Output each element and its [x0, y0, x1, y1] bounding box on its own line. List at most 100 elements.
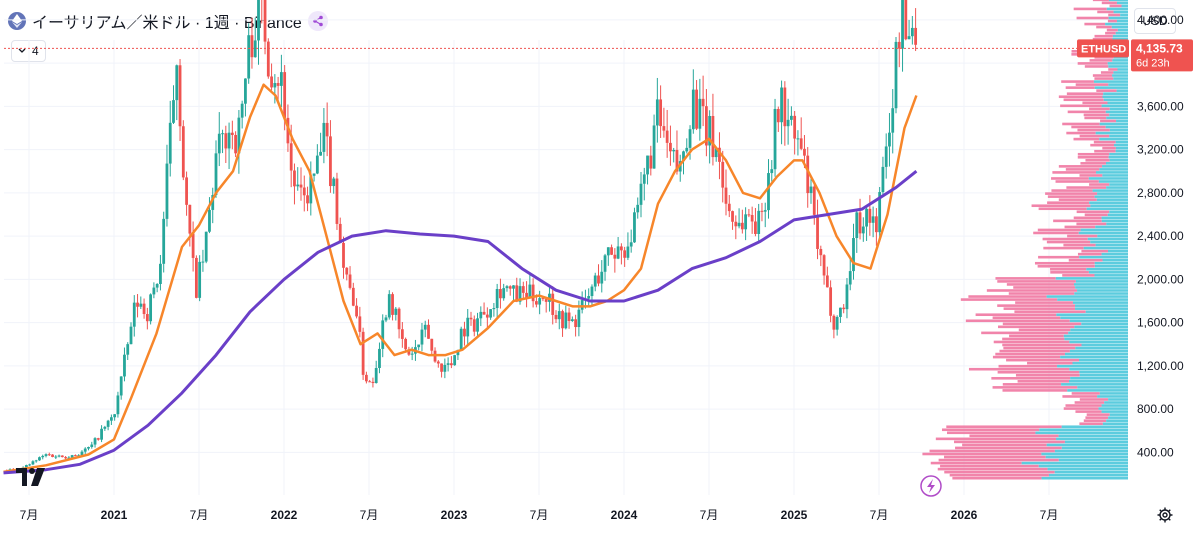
candle-body: [763, 210, 767, 212]
candle-body: [103, 426, 107, 429]
volume-bar-down: [1065, 404, 1102, 407]
volume-bar-down: [1085, 159, 1110, 162]
candle-body: [623, 250, 627, 258]
candle-body: [512, 285, 515, 289]
candle-body: [466, 317, 470, 337]
volume-bar-down: [922, 452, 1042, 456]
candle-body: [574, 319, 578, 328]
volume-bar-up: [1101, 104, 1128, 108]
candle-body: [96, 438, 100, 440]
volume-bar-up: [1108, 0, 1128, 2]
volume-bar-up: [1085, 310, 1128, 313]
candle-body: [240, 103, 244, 118]
candle-body: [479, 311, 483, 319]
candle-body: [626, 246, 630, 258]
candle-body: [38, 457, 41, 461]
candle-body: [499, 289, 502, 299]
candle-body: [476, 318, 479, 332]
candle-body: [593, 275, 597, 287]
volume-bar-up: [1094, 261, 1128, 265]
candle-body: [279, 72, 283, 86]
indicators-toggle-button[interactable]: 4: [11, 40, 46, 62]
candle-body: [848, 271, 852, 285]
candle-body: [750, 215, 754, 222]
symbol-title[interactable]: イーサリアム／米ドル · 1週 · Binance: [32, 15, 302, 32]
candle-body: [874, 216, 878, 233]
volume-bar-down: [1089, 183, 1110, 186]
ethereum-icon: [8, 12, 26, 30]
volume-bar-down: [968, 295, 1047, 298]
volume-bar-up: [1108, 65, 1128, 68]
y-tick-label: 4,400.00: [1137, 13, 1184, 27]
candle-body: [263, 0, 267, 42]
volume-bar-up: [1107, 101, 1128, 105]
volume-bar-down: [1094, 149, 1116, 153]
volume-bar-up: [1074, 283, 1128, 286]
volume-bar-down: [1096, 89, 1117, 92]
price-tag-countdown: 6d 23h: [1136, 57, 1170, 69]
volume-bar-down: [1015, 373, 1080, 377]
volume-bar-down: [1071, 125, 1106, 129]
volume-bar-up: [1105, 110, 1128, 114]
candle-body: [914, 27, 918, 45]
candle-body: [306, 195, 309, 204]
volume-bar-down: [1003, 307, 1076, 310]
volume-bar-down: [938, 458, 1059, 462]
y-tick-label: 2,400.00: [1137, 229, 1184, 243]
candle-body: [482, 311, 486, 315]
candle-body: [155, 284, 159, 288]
candle-body: [217, 133, 221, 154]
x-tick-label: 2022: [271, 508, 298, 522]
settings-gear-icon[interactable]: [1156, 506, 1174, 524]
candle-body: [564, 312, 568, 329]
volume-bar-down: [1106, 28, 1118, 32]
volume-bar-down: [1100, 71, 1114, 74]
volume-bar-up: [1106, 222, 1128, 226]
indicator-count: 4: [32, 44, 39, 58]
volume-bar-down: [997, 370, 1080, 374]
volume-bar-up: [1113, 77, 1128, 80]
volume-bar-down: [1006, 358, 1080, 362]
volume-bar-down: [1002, 383, 1062, 386]
volume-bar-down: [1047, 201, 1090, 204]
volume-bar-down: [997, 304, 1076, 307]
volume-bar-up: [1096, 198, 1128, 201]
volume-bar-up: [1105, 22, 1128, 26]
candle-body: [629, 242, 633, 247]
volume-bar-down: [1031, 204, 1091, 208]
candle-body: [211, 195, 215, 210]
volume-bar-down: [1062, 274, 1095, 277]
volume-bar-down: [1065, 86, 1095, 89]
volume-bar-up: [1095, 131, 1128, 135]
share-icon[interactable]: [307, 11, 328, 31]
candle-body: [518, 286, 522, 302]
volume-bar-up: [1098, 407, 1128, 410]
volume-bar-down: [1100, 119, 1117, 123]
candle-body: [610, 247, 613, 255]
currency-button[interactable]: USD: [1134, 8, 1176, 34]
volume-bar-up: [1058, 434, 1128, 438]
volume-bar-up: [1099, 392, 1128, 395]
volume-bar-up: [1061, 383, 1128, 386]
candle-body: [868, 208, 872, 223]
candle-body: [760, 210, 764, 212]
candle-body: [234, 134, 238, 154]
volume-bar-up: [1094, 86, 1128, 89]
candle-body: [374, 367, 378, 384]
volume-bar-down: [955, 446, 1062, 450]
candle-body: [283, 72, 287, 118]
volume-bar-down: [1084, 213, 1108, 217]
volume-bar-down: [1077, 128, 1110, 132]
candle-body: [829, 287, 833, 316]
volume-bar-up: [1106, 116, 1128, 120]
volume-bar-down: [968, 367, 1070, 371]
x-tick-label: 7月: [360, 508, 379, 522]
volume-bar-up: [1069, 367, 1128, 371]
candle-body: [551, 293, 555, 315]
x-axis[interactable]: 7月 2021 7月 2022 7月 2023 7月 2024 7月 2025 7月 2026 7月: [20, 508, 1059, 522]
candle-body: [397, 308, 401, 330]
volume-bar-up: [1102, 165, 1128, 168]
lightning-icon[interactable]: [920, 475, 942, 497]
candle-body: [116, 395, 120, 415]
